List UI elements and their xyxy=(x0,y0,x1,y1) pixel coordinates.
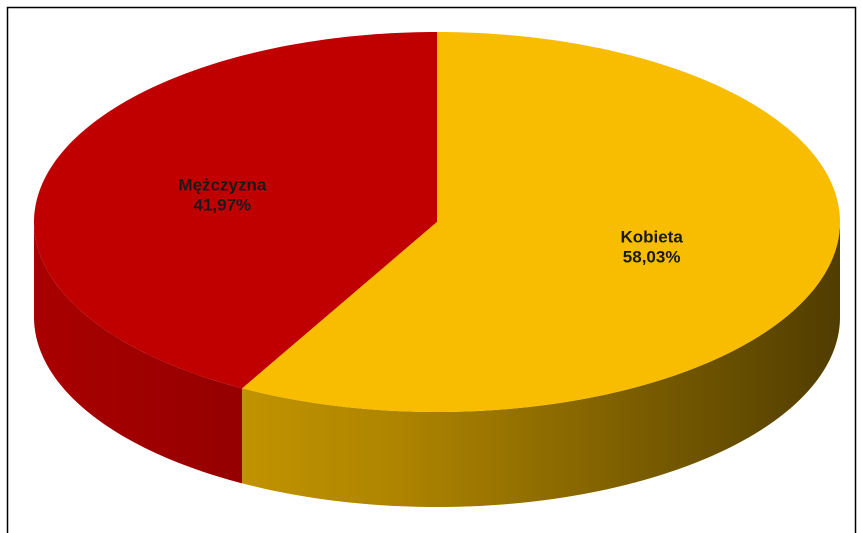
slice-label: Kobieta xyxy=(620,228,683,247)
slice-value: 41,97% xyxy=(194,195,252,214)
slice-label: Mężczyzna xyxy=(178,175,266,194)
pie-slice xyxy=(34,32,437,389)
slice-value: 58,03% xyxy=(623,248,681,267)
frame xyxy=(6,6,857,533)
side-shade xyxy=(34,222,840,507)
pie-slice xyxy=(242,32,840,412)
